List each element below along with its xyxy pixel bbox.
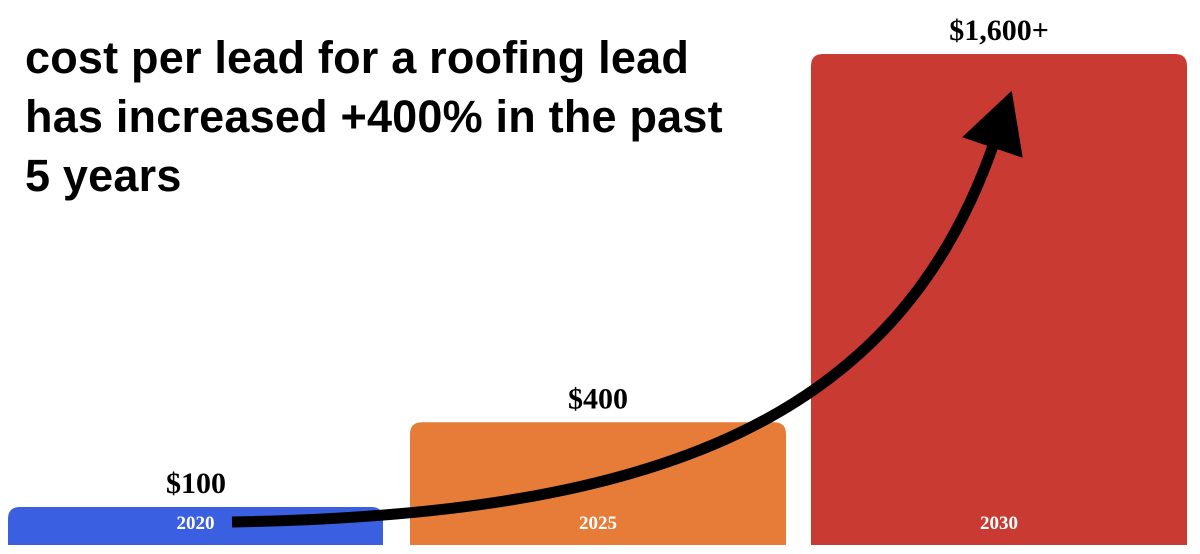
value-label-2020: $100 <box>166 467 226 500</box>
headline: cost per lead for a roofing lead has inc… <box>25 32 723 201</box>
category-label-2030: 2030 <box>980 513 1018 534</box>
value-label-2030: $1,600+ <box>949 14 1049 47</box>
bar-2030 <box>811 54 1187 545</box>
category-label-2020: 2020 <box>177 513 215 534</box>
category-label-2025: 2025 <box>579 513 617 534</box>
value-label-2025: $400 <box>568 382 628 415</box>
growth-arrow <box>231 90 1023 528</box>
